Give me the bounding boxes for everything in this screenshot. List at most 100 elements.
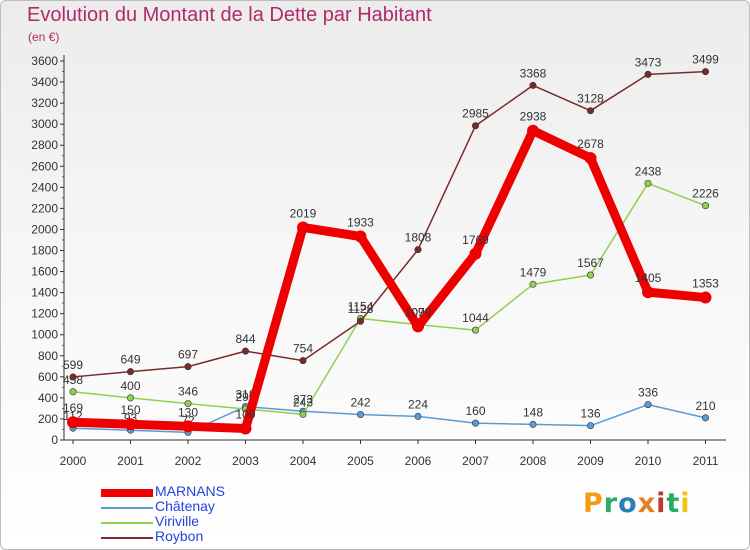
logo-letter: r — [603, 488, 619, 519]
data-point-chatenay — [644, 401, 652, 409]
data-point-marnans — [182, 420, 194, 433]
y-tick-label: 3200 — [31, 96, 58, 110]
y-tick-label: 3600 — [31, 54, 58, 68]
data-label-chatenay: 273 — [293, 392, 313, 406]
data-point-chatenay — [529, 420, 537, 428]
y-tick-label: 1000 — [31, 328, 58, 342]
x-tick-label: 2000 — [60, 454, 87, 468]
data-label-marnans: 130 — [178, 405, 198, 419]
data-label-roybon: 649 — [120, 353, 140, 367]
y-tick-label: 1400 — [31, 286, 58, 300]
y-tick-label: 600 — [38, 370, 58, 384]
data-point-marnans — [67, 416, 79, 429]
data-label-viriville: 1154 — [348, 300, 374, 314]
data-point-roybon — [471, 122, 479, 130]
y-tick-label: 2200 — [31, 201, 58, 215]
data-label-marnans: 2019 — [290, 206, 317, 220]
data-label-roybon: 3499 — [692, 53, 719, 67]
data-label-chatenay: 148 — [523, 405, 543, 419]
data-label-marnans: 169 — [63, 401, 83, 415]
legend-swatch — [101, 537, 153, 539]
data-point-roybon — [586, 107, 594, 115]
data-point-viriville — [184, 400, 192, 408]
x-tick-label: 2010 — [635, 454, 662, 468]
data-point-marnans — [297, 221, 309, 234]
data-point-roybon — [701, 68, 709, 76]
x-tick-label: 2008 — [520, 454, 547, 468]
y-tick-label: 2000 — [31, 222, 58, 236]
data-label-chatenay: 136 — [580, 407, 600, 421]
y-tick-label: 200 — [38, 412, 58, 426]
y-tick-label: 400 — [38, 391, 58, 405]
x-tick-label: 2002 — [175, 454, 202, 468]
data-point-roybon — [242, 347, 250, 355]
y-tick-label: 0 — [51, 433, 58, 447]
data-label-chatenay: 242 — [350, 396, 370, 410]
series-line-viriville — [72, 182, 707, 416]
data-label-roybon: 754 — [293, 342, 313, 356]
data-label-chatenay: 210 — [695, 399, 715, 413]
data-label-roybon: 844 — [235, 332, 255, 346]
data-label-viriville: 2438 — [635, 164, 662, 178]
data-label-viriville: 2226 — [692, 187, 719, 201]
data-label-viriville: 1044 — [462, 311, 489, 325]
data-label-chatenay: 160 — [465, 404, 485, 418]
y-tick-label: 2800 — [31, 138, 58, 152]
data-label-marnans: 2938 — [520, 110, 547, 124]
data-point-roybon — [356, 317, 364, 325]
x-tick-label: 2007 — [462, 454, 489, 468]
data-label-viriville: 346 — [178, 385, 198, 399]
data-point-viriville — [586, 271, 594, 279]
data-label-marnans: 150 — [120, 403, 140, 417]
logo-letter: t — [666, 488, 681, 519]
data-point-marnans — [124, 418, 137, 431]
data-point-roybon — [414, 246, 422, 254]
legend-swatch — [101, 489, 153, 497]
unit-label: (en €) — [28, 30, 60, 44]
data-point-roybon — [299, 357, 307, 365]
data-point-viriville — [471, 326, 479, 334]
data-point-marnans — [239, 422, 252, 435]
data-label-roybon: 697 — [178, 348, 198, 362]
y-tick-label: 1600 — [31, 265, 58, 279]
data-label-marnans: 1079 — [405, 305, 432, 319]
legend-label: Viriville — [155, 513, 200, 529]
data-point-marnans — [584, 152, 597, 165]
y-tick-label: 3400 — [31, 75, 58, 89]
series-line-chatenay — [72, 403, 707, 434]
data-label-viriville: 1567 — [577, 256, 604, 270]
data-label-roybon: 1128 — [348, 302, 374, 316]
data-point-roybon — [644, 70, 652, 78]
data-point-viriville — [299, 410, 307, 418]
x-tick-label: 2006 — [405, 454, 432, 468]
data-label-marnans: 1405 — [635, 271, 662, 285]
data-point-roybon — [69, 373, 77, 381]
data-label-marnans: 1933 — [347, 215, 374, 229]
data-label-roybon: 1808 — [405, 231, 432, 245]
chart-title: Evolution du Montant de la Dette par Hab… — [27, 4, 432, 26]
x-tick-label: 2009 — [577, 454, 604, 468]
data-label-viriville: 243 — [293, 395, 313, 409]
data-point-viriville — [644, 179, 652, 187]
x-tick-label: 2011 — [693, 454, 719, 468]
data-label-marnans: 1353 — [692, 277, 719, 291]
data-label-roybon: 3128 — [577, 92, 604, 106]
x-tick-label: 2003 — [232, 454, 259, 468]
data-point-marnans — [354, 230, 367, 243]
legend-label: Roybon — [155, 528, 204, 544]
y-tick-label: 1200 — [31, 307, 58, 321]
data-label-roybon: 2985 — [462, 107, 489, 121]
series-line-marnans — [68, 126, 710, 434]
data-label-marnans: 2678 — [577, 137, 604, 151]
logo-letter: i — [656, 488, 667, 519]
data-point-chatenay — [414, 412, 422, 420]
data-label-marnans: 1769 — [462, 233, 489, 247]
logo-letter: i — [680, 488, 691, 519]
proxiti-logo: Proxiti — [583, 488, 691, 519]
data-point-marnans — [469, 247, 482, 260]
legend-swatch — [101, 507, 153, 509]
data-point-roybon — [127, 368, 135, 376]
y-tick-label: 2400 — [31, 180, 58, 194]
data-label-marnans: 109 — [235, 408, 255, 422]
data-point-marnans — [412, 320, 424, 333]
